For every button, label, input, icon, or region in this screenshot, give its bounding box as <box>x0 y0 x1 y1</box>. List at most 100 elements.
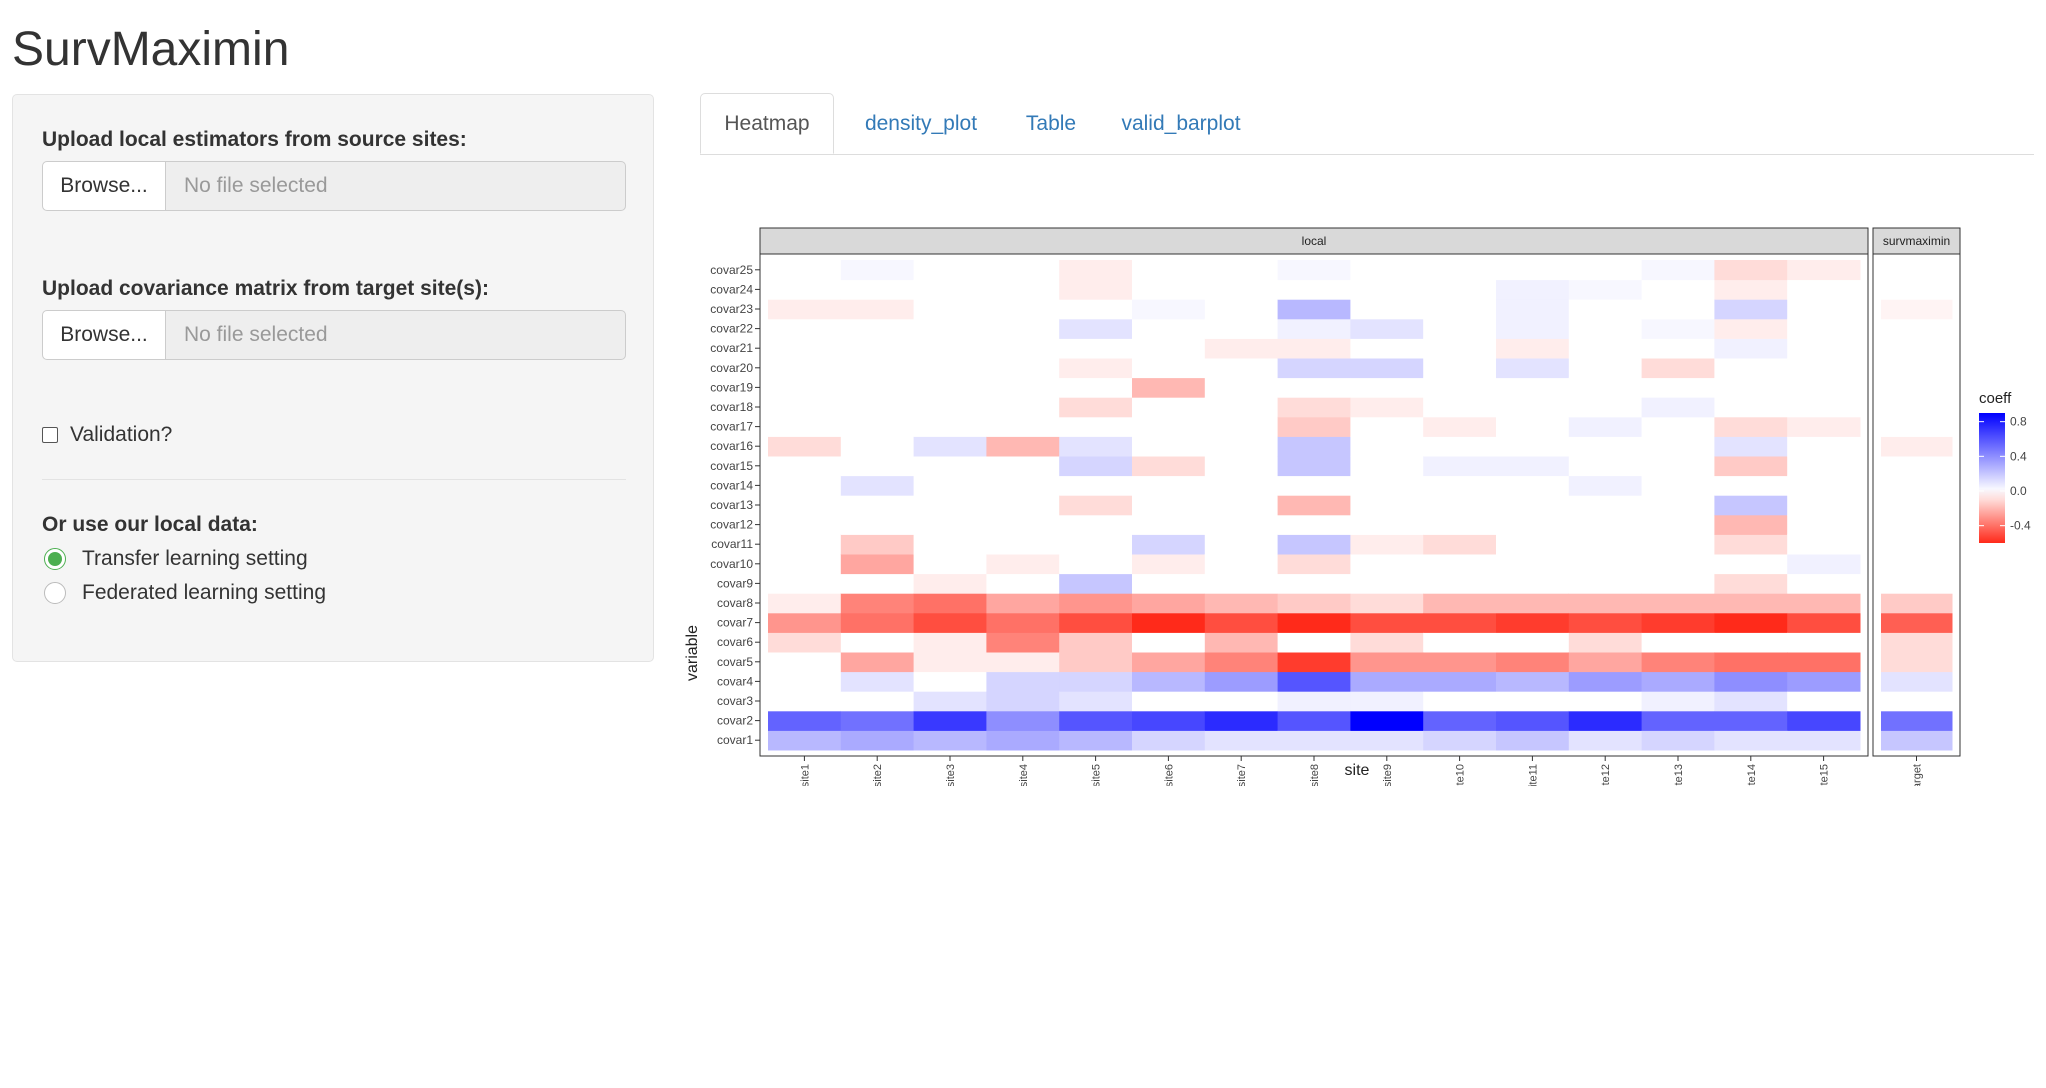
heatmap-cell <box>1423 671 1497 692</box>
heatmap-cell <box>913 495 987 516</box>
heatmap-cell <box>986 475 1060 496</box>
heatmap-cell <box>1350 416 1424 437</box>
x-tick-label: site15 <box>1819 764 1831 786</box>
heatmap-cell <box>1277 691 1351 712</box>
heatmap-cell <box>1641 554 1715 575</box>
heatmap-cell <box>1350 299 1424 320</box>
heatmap-cell <box>1568 593 1643 614</box>
heatmap-cell <box>1568 299 1643 320</box>
heatmap-cell <box>1787 416 1861 437</box>
heatmap-cell <box>1641 475 1715 496</box>
heatmap-cell <box>1496 318 1570 339</box>
heatmap-cell <box>1568 612 1643 633</box>
heatmap-cell <box>1204 318 1279 339</box>
heatmap-cell <box>1881 416 1953 437</box>
heatmap-cell <box>1714 260 1788 281</box>
heatmap-cell <box>768 416 842 437</box>
heatmap-cell <box>1059 554 1133 575</box>
heatmap-cell <box>768 730 842 751</box>
heatmap-cell <box>1204 475 1279 496</box>
heatmap-cell <box>986 554 1060 575</box>
heatmap-cell <box>986 338 1060 359</box>
radio-federated-learning-button[interactable] <box>44 582 66 604</box>
tab-valid-barplot[interactable]: valid_barplot <box>1121 111 1241 135</box>
heatmap-cell <box>1641 416 1715 437</box>
heatmap-cell <box>986 710 1060 731</box>
heatmap-cell <box>1204 358 1279 379</box>
facet-border <box>1872 253 1961 757</box>
heatmap-cell <box>986 377 1060 398</box>
heatmap-cell <box>1714 730 1788 751</box>
radio-transfer-learning[interactable]: Transfer learning setting <box>44 547 308 571</box>
radio-transfer-learning-button[interactable] <box>44 548 66 570</box>
heatmap-cell <box>1350 671 1424 692</box>
tab-table[interactable]: Table <box>1025 111 1077 135</box>
heatmap-cell <box>1641 612 1715 633</box>
heatmap-chart: site variable coeff local site1 site2 site3… <box>684 227 2031 786</box>
heatmap-cell <box>986 318 1060 339</box>
heatmap-cell <box>1568 338 1643 359</box>
heatmap-cell <box>1059 652 1133 673</box>
heatmap-cell <box>840 475 915 496</box>
x-tick-label: site12 <box>1600 764 1612 786</box>
heatmap-cell <box>1423 416 1497 437</box>
heatmap-cell <box>1059 416 1133 437</box>
heatmap-cell <box>1496 299 1570 320</box>
heatmap-cell <box>1714 299 1788 320</box>
tab-density-plot[interactable]: density_plot <box>864 111 978 135</box>
legend-tick-label: 0.0 <box>2010 484 2027 498</box>
heatmap-cell <box>1714 554 1788 575</box>
heatmap-cell <box>1568 260 1643 281</box>
heatmap-cell <box>1496 573 1570 594</box>
heatmap-cell <box>1350 318 1424 339</box>
sidebar-panel: Upload local estimators from source site… <box>12 94 654 662</box>
heatmap-cell <box>840 279 915 300</box>
heatmap-cell <box>1423 593 1497 614</box>
heatmap-cell <box>1714 358 1788 379</box>
heatmap-cell <box>1059 338 1133 359</box>
y-tick-label: covar19 <box>710 380 753 394</box>
radio-federated-learning[interactable]: Federated learning setting <box>44 581 326 605</box>
validation-checkbox[interactable] <box>42 427 58 443</box>
y-tick-label: covar17 <box>710 420 753 434</box>
y-tick-label: covar7 <box>717 616 753 630</box>
heatmap-cell <box>1350 260 1424 281</box>
heatmap-cell <box>1350 475 1424 496</box>
heatmap-cell <box>1641 377 1715 398</box>
heatmap-cell <box>1423 260 1497 281</box>
legend-tick-label: 0.8 <box>2010 415 2027 429</box>
upload-covariance-browse-button[interactable]: Browse... <box>42 310 166 360</box>
heatmap-cell <box>1277 710 1351 731</box>
heatmap-cell <box>1204 514 1279 535</box>
upload-covariance-input[interactable]: Browse... No file selected <box>42 310 626 360</box>
heatmap-cell <box>1277 475 1351 496</box>
heatmap-cell <box>1059 279 1133 300</box>
local-data-label: Or use our local data: <box>42 513 258 536</box>
x-tick-label: site3 <box>945 764 957 786</box>
radio-transfer-learning-label: Transfer learning setting <box>82 547 308 570</box>
validation-checkbox-row[interactable]: Validation? <box>42 423 172 447</box>
heatmap-cell <box>1277 397 1351 418</box>
heatmap-cell <box>1204 554 1279 575</box>
heatmap-cell <box>1787 377 1861 398</box>
heatmap-cell <box>768 456 842 477</box>
heatmap-cell <box>1277 671 1351 692</box>
heatmap-cell <box>913 534 987 555</box>
heatmap-cell <box>1641 279 1715 300</box>
heatmap-cell <box>1881 338 1953 359</box>
heatmap-cell <box>1132 730 1206 751</box>
heatmap-cell <box>1714 397 1788 418</box>
tab-heatmap[interactable]: Heatmap <box>700 93 834 154</box>
heatmap-cell <box>1423 397 1497 418</box>
upload-estimators-input[interactable]: Browse... No file selected <box>42 161 626 211</box>
upload-estimators-browse-button[interactable]: Browse... <box>42 161 166 211</box>
heatmap-cell <box>840 573 915 594</box>
heatmap-cell <box>1714 691 1788 712</box>
heatmap-cell <box>1787 554 1861 575</box>
heatmap-cell <box>1496 514 1570 535</box>
heatmap-cell <box>1881 632 1953 653</box>
heatmap-cell <box>1277 456 1351 477</box>
heatmap-cell <box>1132 691 1206 712</box>
heatmap-cell <box>1132 554 1206 575</box>
heatmap-cell <box>840 534 915 555</box>
